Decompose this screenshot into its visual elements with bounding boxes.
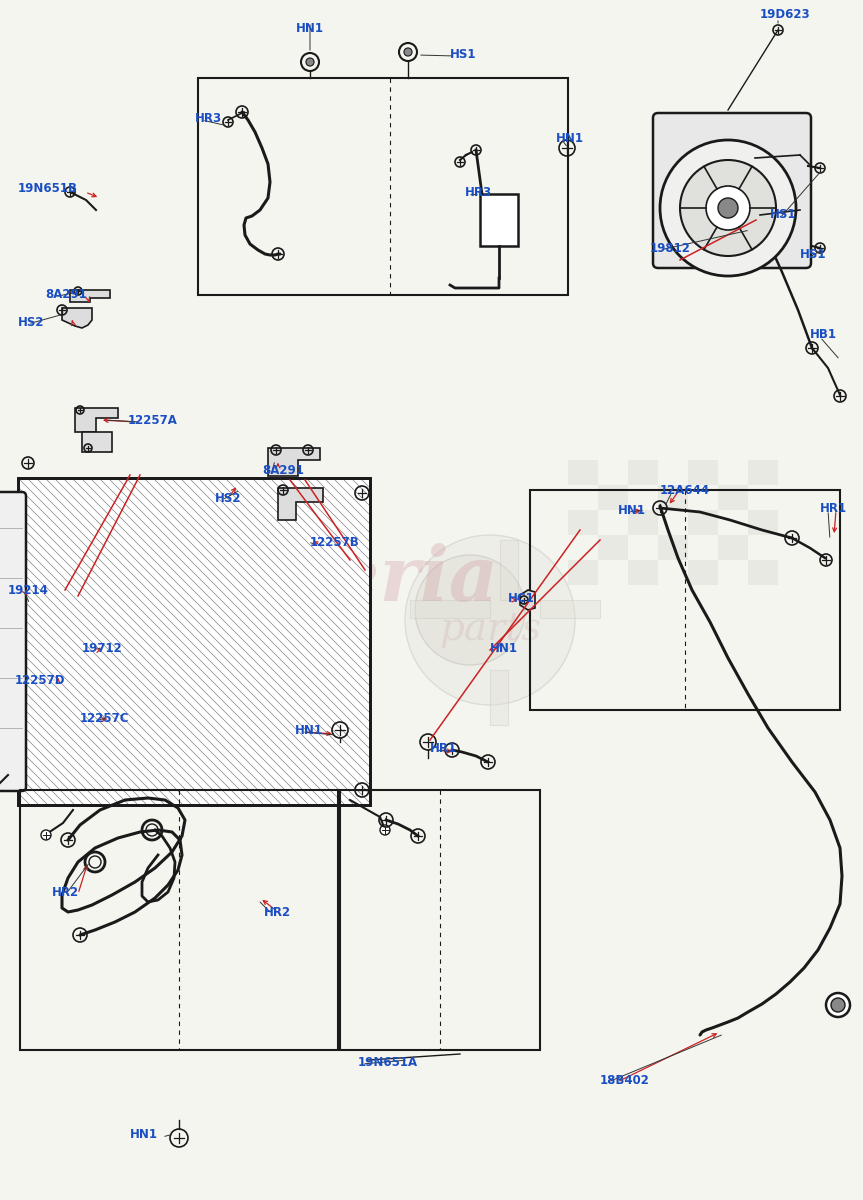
Text: alderia: alderia (200, 542, 500, 617)
Bar (598, 535, 628, 560)
Bar (598, 485, 628, 510)
Bar (628, 460, 658, 485)
Text: HS2: HS2 (18, 316, 45, 329)
Text: 8A291: 8A291 (262, 463, 304, 476)
Bar (18, 478, 370, 805)
Bar (490, 670, 508, 725)
Text: HS1: HS1 (770, 209, 797, 222)
Polygon shape (268, 448, 320, 476)
Text: 19D623: 19D623 (760, 7, 810, 20)
Text: 18B402: 18B402 (600, 1074, 650, 1086)
Text: 12257D: 12257D (15, 673, 66, 686)
Circle shape (405, 535, 575, 704)
Text: 8A291: 8A291 (45, 288, 87, 301)
Text: HR1: HR1 (820, 502, 847, 515)
Text: HN1: HN1 (490, 642, 518, 654)
Polygon shape (82, 432, 112, 452)
Bar (748, 510, 778, 535)
Bar (748, 560, 778, 584)
Bar (568, 460, 598, 485)
Polygon shape (62, 308, 92, 328)
Bar (568, 510, 598, 535)
Text: 12257C: 12257C (80, 712, 129, 725)
Bar (480, 194, 518, 246)
Bar (540, 600, 600, 618)
Text: HN1: HN1 (296, 22, 324, 35)
Text: 19214: 19214 (8, 583, 49, 596)
Bar (628, 510, 658, 535)
Bar (198, 78, 568, 295)
Bar (658, 535, 688, 560)
Bar (688, 560, 718, 584)
Circle shape (826, 994, 850, 1018)
Circle shape (831, 998, 845, 1012)
Text: HN1: HN1 (130, 1128, 158, 1141)
Bar (718, 485, 748, 510)
Text: 19N651A: 19N651A (358, 1056, 419, 1068)
Bar (748, 460, 778, 485)
Bar (340, 790, 540, 1050)
Circle shape (306, 58, 314, 66)
Text: HN1: HN1 (556, 132, 584, 144)
Bar (20, 790, 338, 1050)
Circle shape (706, 186, 750, 230)
Bar (718, 535, 748, 560)
Text: 12257B: 12257B (310, 535, 360, 548)
Polygon shape (278, 488, 323, 520)
Bar (628, 560, 658, 584)
Bar (410, 600, 490, 618)
Bar (530, 490, 840, 710)
Text: 12257A: 12257A (128, 414, 178, 426)
Text: 19N651B: 19N651B (18, 181, 78, 194)
Bar (500, 540, 518, 600)
FancyBboxPatch shape (653, 113, 811, 268)
FancyBboxPatch shape (0, 492, 26, 791)
Bar (18, 478, 370, 805)
Text: HR1: HR1 (430, 742, 457, 755)
Text: HC1: HC1 (508, 592, 535, 605)
Text: HN1: HN1 (295, 724, 323, 737)
Polygon shape (520, 590, 535, 610)
Text: HS2: HS2 (215, 492, 242, 504)
Text: HR2: HR2 (52, 886, 79, 899)
Text: HS1: HS1 (450, 48, 476, 61)
Text: HS1: HS1 (800, 248, 827, 262)
Text: 12A644: 12A644 (660, 484, 710, 497)
Bar (688, 460, 718, 485)
Polygon shape (75, 408, 118, 432)
Circle shape (718, 198, 738, 218)
Text: 19712: 19712 (82, 642, 123, 654)
Circle shape (660, 140, 796, 276)
Text: parts: parts (439, 612, 541, 648)
Circle shape (415, 554, 525, 665)
Bar (568, 560, 598, 584)
Text: 19812: 19812 (650, 241, 691, 254)
Circle shape (680, 160, 776, 256)
Text: HB1: HB1 (810, 329, 837, 342)
Text: HR2: HR2 (264, 906, 291, 918)
Circle shape (41, 830, 51, 840)
Circle shape (380, 826, 390, 835)
Text: HN1: HN1 (618, 504, 646, 516)
Bar (688, 510, 718, 535)
Text: HR3: HR3 (195, 112, 222, 125)
Circle shape (404, 48, 412, 56)
Polygon shape (70, 290, 110, 302)
Text: HR3: HR3 (465, 186, 492, 198)
Bar (658, 485, 688, 510)
